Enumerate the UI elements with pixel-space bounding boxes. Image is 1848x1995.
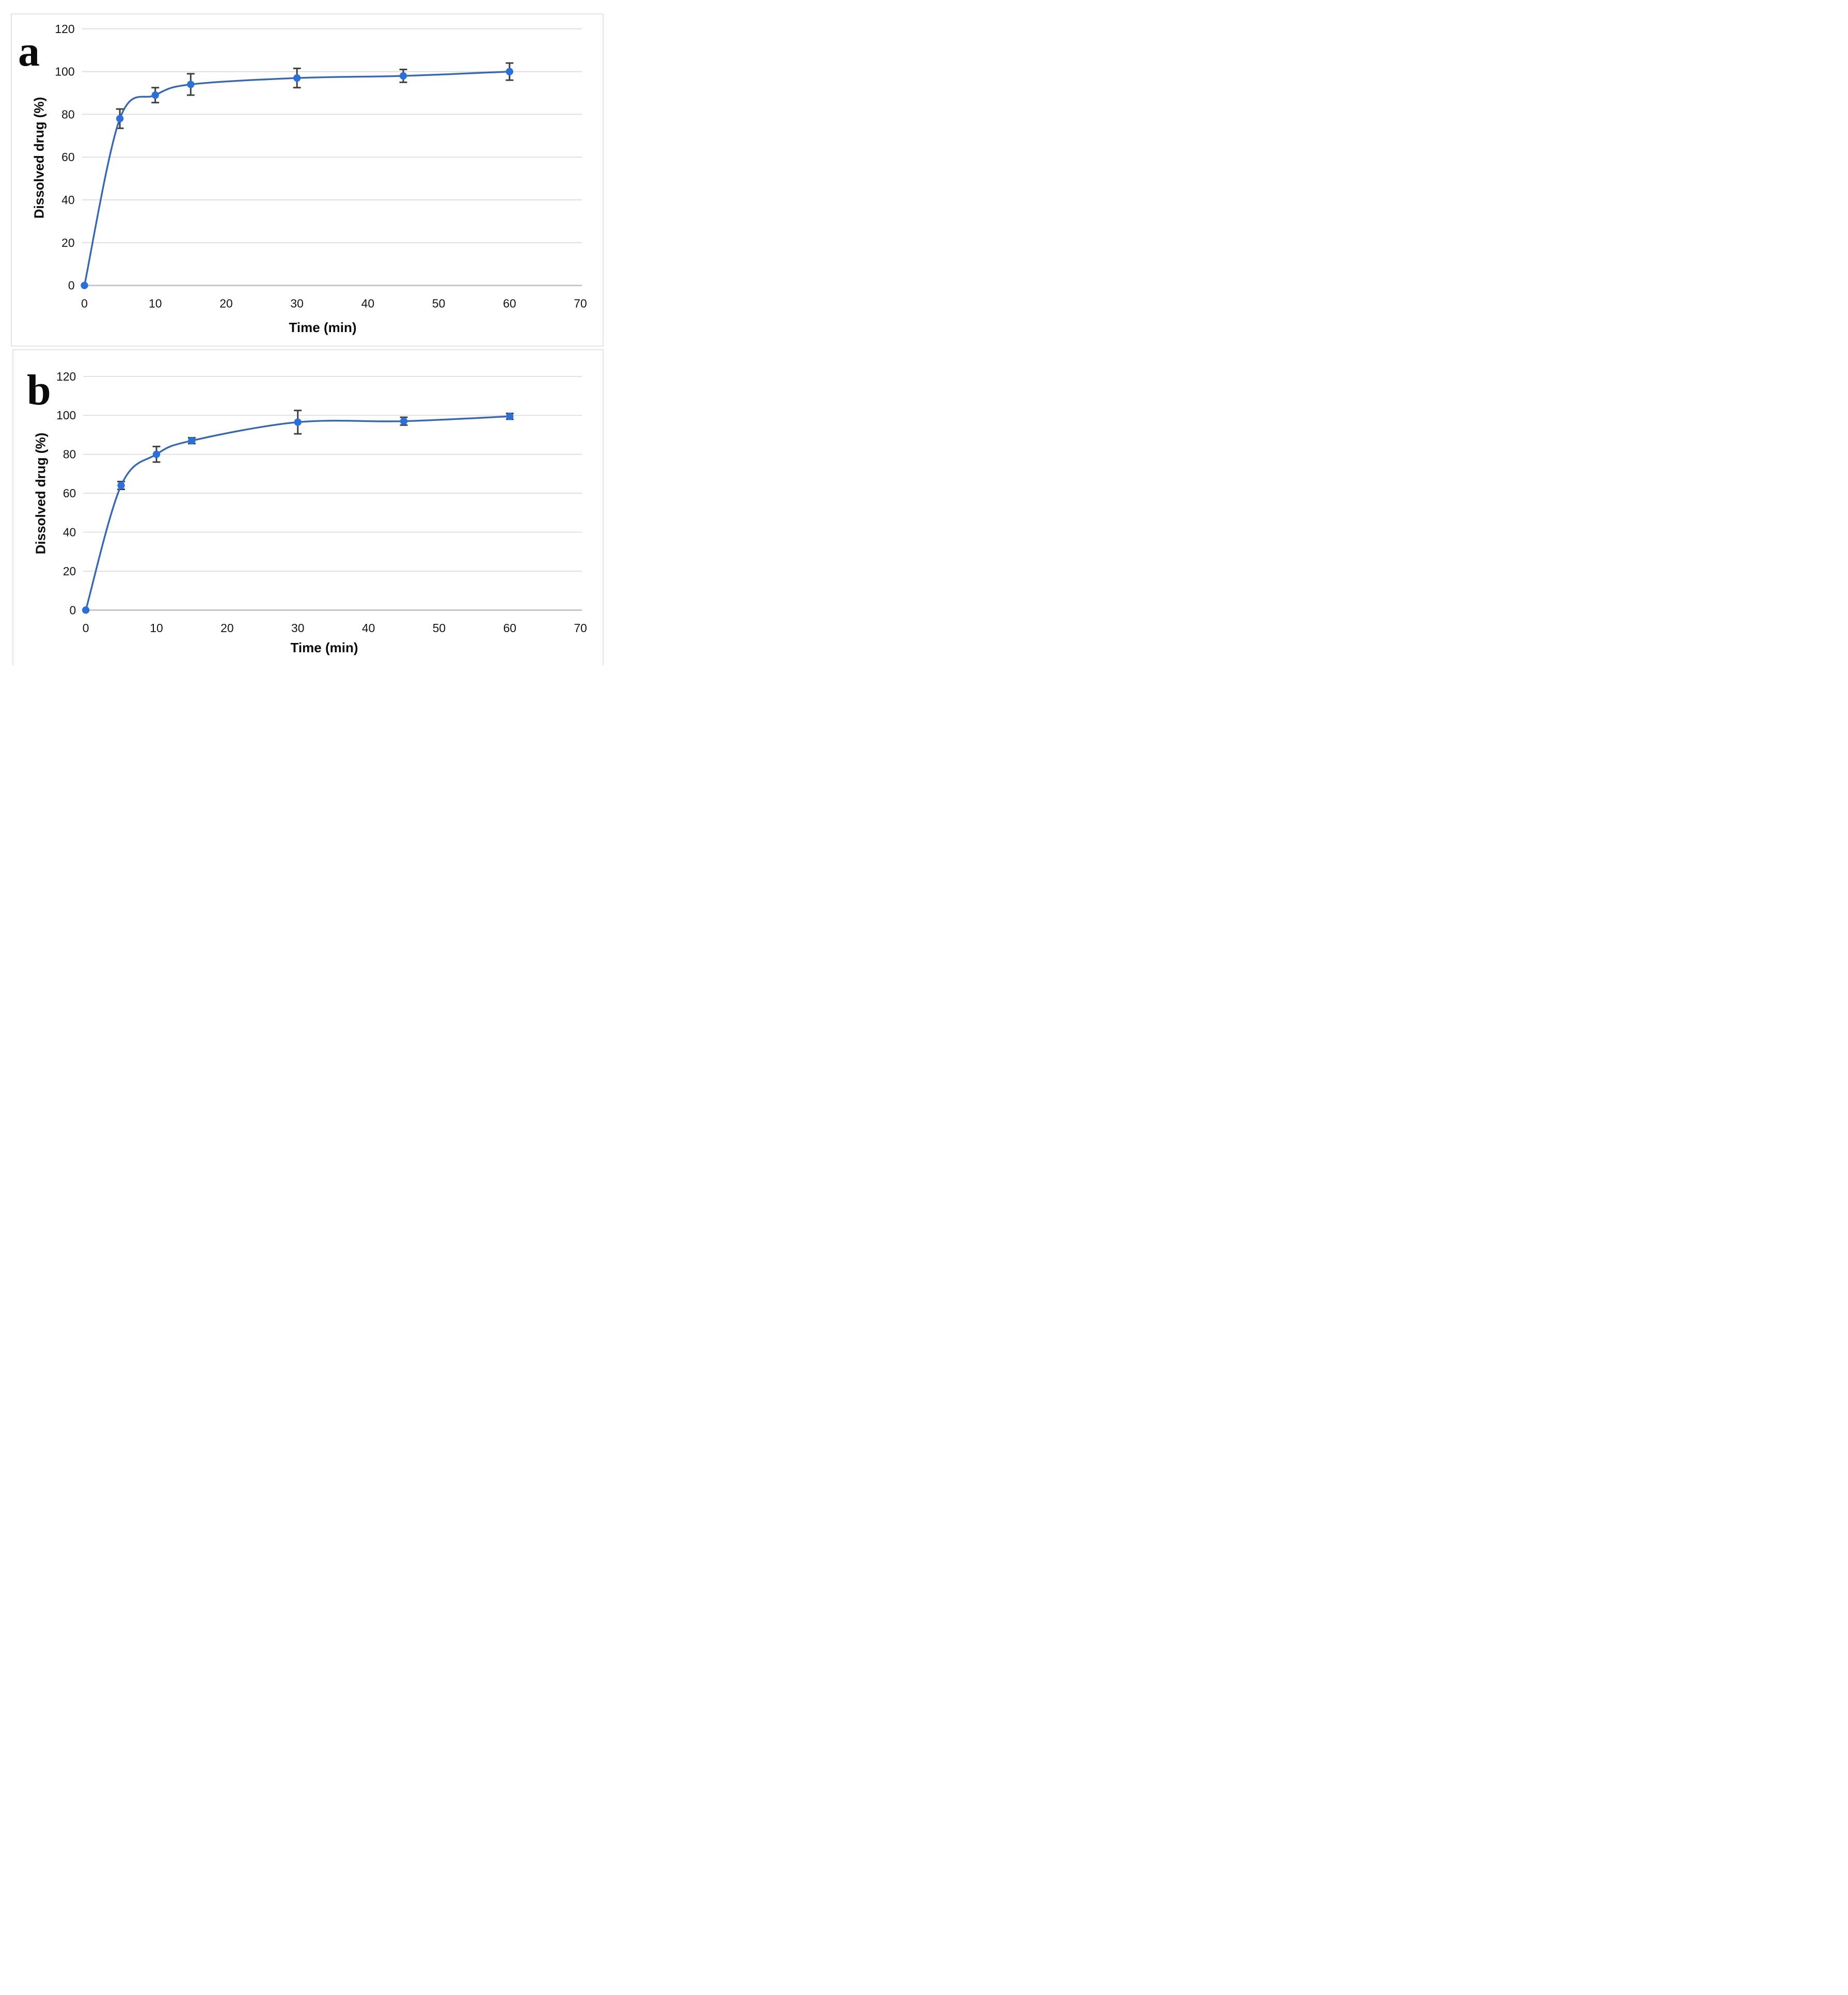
x-tick-label: 0 — [81, 296, 88, 310]
x-tick-label: 40 — [362, 621, 375, 635]
data-point-marker — [81, 281, 88, 289]
y-tick-label: 120 — [55, 22, 74, 36]
data-point-marker — [151, 91, 159, 99]
data-point-marker — [116, 115, 124, 122]
panel-a-chart: 0 20 40 60 80 100 120 0 10 20 30 40 50 60 70 — [55, 22, 587, 310]
x-tick-label: 50 — [433, 621, 446, 635]
data-point-marker — [152, 450, 161, 458]
x-tick-label: 20 — [219, 296, 232, 310]
panel-a-x-axis-title: Time (min) — [289, 320, 357, 335]
x-tick-label: 60 — [503, 296, 516, 310]
data-point-marker — [117, 481, 125, 490]
x-tick-label: 30 — [290, 296, 303, 310]
panel-a: a Dissolved drug (%) 0 20 40 60 80 100 120 0 10 2… — [11, 13, 604, 347]
data-point-marker — [188, 437, 196, 445]
y-tick-label: 0 — [70, 603, 76, 617]
x-tick-label: 50 — [432, 296, 445, 310]
y-tick-label: 40 — [63, 525, 76, 539]
data-point-marker — [399, 72, 407, 80]
panel-a-letter: a — [18, 27, 40, 75]
data-point-marker — [506, 68, 514, 75]
data-point-marker — [400, 417, 408, 425]
x-tick-label: 10 — [149, 296, 162, 310]
y-tick-label: 20 — [63, 564, 76, 578]
x-tick-label: 70 — [574, 621, 587, 635]
x-tick-label: 10 — [150, 621, 163, 635]
y-tick-label: 100 — [56, 409, 76, 422]
y-tick-label: 0 — [68, 279, 75, 292]
series-line — [83, 70, 511, 287]
x-tick-label: 20 — [220, 621, 233, 635]
panel-b-chart: 0 20 40 60 80 100 120 0 10 20 30 40 50 60 70 — [56, 370, 587, 635]
data-point-marker — [293, 74, 301, 82]
x-tick-label: 0 — [83, 621, 89, 635]
data-point-marker — [82, 606, 90, 614]
panel-b-letter: b — [27, 366, 51, 414]
series-line — [85, 415, 511, 611]
y-tick-label: 80 — [63, 448, 76, 461]
y-tick-label: 20 — [61, 236, 74, 249]
y-tick-label: 100 — [55, 65, 74, 78]
y-tick-label: 60 — [61, 150, 74, 164]
y-tick-label: 120 — [56, 370, 76, 383]
data-point-marker — [506, 412, 514, 420]
panel-b: b Dissolved drug (%) 0 20 40 60 80 100 120 0 10 2… — [12, 349, 604, 665]
x-tick-label: 40 — [361, 296, 374, 310]
data-point-marker — [187, 81, 195, 88]
x-tick-label: 70 — [574, 296, 587, 310]
data-point-marker — [294, 418, 302, 426]
x-tick-label: 30 — [291, 621, 304, 635]
y-tick-label: 80 — [61, 107, 74, 121]
x-tick-label: 60 — [503, 621, 516, 635]
panel-b-x-axis-title: Time (min) — [290, 640, 358, 655]
y-tick-label: 40 — [61, 193, 74, 207]
y-tick-label: 60 — [63, 486, 76, 500]
